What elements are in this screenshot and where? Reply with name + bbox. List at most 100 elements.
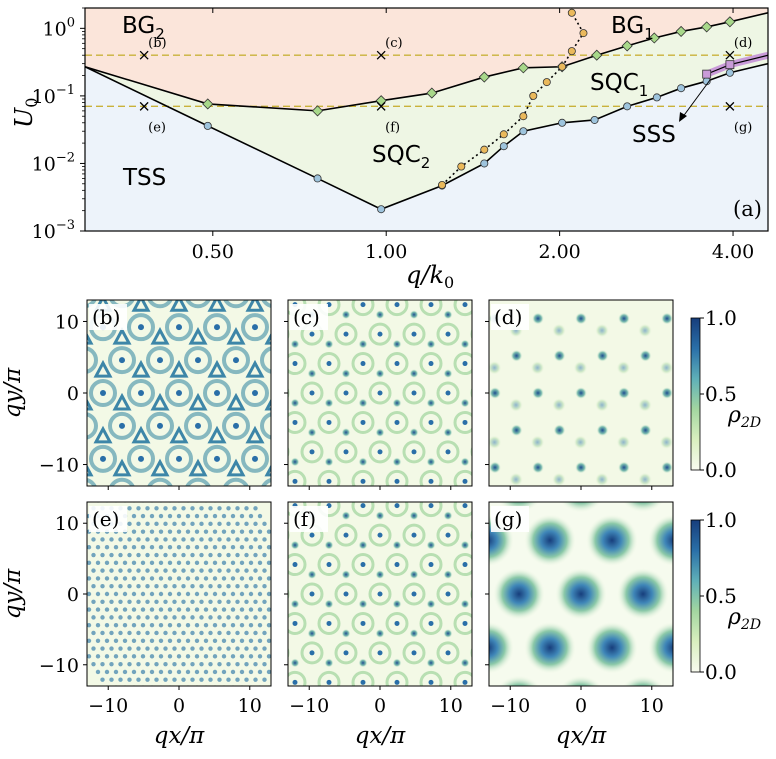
density-dot bbox=[186, 701, 190, 705]
density-dot bbox=[91, 599, 96, 604]
density-dot bbox=[239, 591, 245, 597]
density-dot bbox=[489, 387, 501, 399]
density-dot bbox=[199, 646, 204, 651]
density-peak bbox=[411, 390, 417, 396]
density-dot bbox=[253, 521, 258, 527]
density-ring bbox=[421, 731, 441, 751]
density-dot bbox=[235, 646, 240, 651]
density-dot bbox=[244, 630, 249, 636]
state-marker-cross bbox=[376, 101, 386, 111]
data-point-diamond bbox=[648, 32, 660, 44]
density-dot bbox=[194, 560, 200, 566]
density-dot bbox=[55, 553, 59, 557]
density-dot bbox=[248, 638, 254, 643]
density-dot bbox=[149, 638, 155, 643]
density-dot bbox=[73, 553, 77, 557]
density-dot bbox=[208, 630, 213, 636]
density-dot bbox=[64, 615, 68, 619]
region-label-bg1: BG1 bbox=[611, 13, 654, 43]
density-dot bbox=[95, 545, 101, 550]
density-dot bbox=[339, 701, 343, 705]
density-dot bbox=[131, 513, 137, 519]
density-dot bbox=[409, 310, 419, 320]
density-dot bbox=[276, 592, 280, 596]
density-dot bbox=[167, 638, 173, 643]
density-ring bbox=[261, 478, 271, 486]
density-dot bbox=[176, 560, 182, 566]
density-dot bbox=[145, 693, 149, 697]
density-dot bbox=[478, 747, 487, 756]
density-dot-faint bbox=[573, 435, 588, 450]
density-peak bbox=[271, 357, 277, 363]
data-point-circle bbox=[725, 68, 734, 77]
panel-label: (c) bbox=[293, 305, 320, 329]
density-dot bbox=[195, 701, 199, 705]
density-dot bbox=[248, 591, 254, 597]
density-dot bbox=[91, 630, 96, 636]
density-dot bbox=[172, 646, 177, 651]
density-ring bbox=[419, 469, 443, 486]
density-dot bbox=[226, 552, 231, 558]
density-dot bbox=[140, 591, 146, 597]
density-peak bbox=[176, 324, 182, 331]
density-ring bbox=[368, 440, 392, 464]
density-blob bbox=[617, 568, 669, 620]
density-dot bbox=[217, 537, 222, 542]
density-ring bbox=[402, 523, 426, 547]
density-peak bbox=[252, 324, 258, 331]
density-dot bbox=[244, 490, 248, 494]
density-dot bbox=[235, 661, 240, 667]
density-dot bbox=[69, 623, 73, 627]
density-dot-faint bbox=[746, 361, 760, 375]
density-map-g bbox=[489, 502, 673, 686]
density-dot-faint bbox=[509, 398, 523, 412]
density-peak bbox=[259, 243, 264, 248]
density-dot bbox=[208, 661, 213, 667]
density-dot bbox=[199, 615, 204, 620]
density-dot bbox=[100, 677, 105, 682]
data-point-square bbox=[702, 69, 712, 79]
density-dot bbox=[274, 452, 283, 461]
density-peak bbox=[394, 503, 400, 509]
density-dot bbox=[217, 568, 222, 573]
density-ring bbox=[260, 346, 271, 374]
density-dot bbox=[154, 615, 159, 620]
density-dot bbox=[212, 576, 218, 581]
density-dot bbox=[100, 630, 105, 636]
density-dot bbox=[253, 615, 258, 620]
density-dot bbox=[208, 615, 213, 620]
density-peak bbox=[293, 243, 298, 248]
density-dot bbox=[253, 552, 258, 558]
density-peak bbox=[195, 489, 201, 495]
density-dot bbox=[382, 275, 394, 287]
density-dot bbox=[55, 584, 59, 588]
density-dot bbox=[131, 622, 137, 628]
density-dot-faint bbox=[552, 472, 566, 486]
density-peak bbox=[531, 739, 536, 744]
density-dot bbox=[190, 615, 195, 620]
density-dot bbox=[375, 628, 385, 638]
density-dot bbox=[132, 701, 136, 705]
density-peak bbox=[385, 489, 391, 495]
density-peak bbox=[344, 273, 349, 278]
density-dot bbox=[154, 693, 158, 697]
density-triangle bbox=[150, 327, 170, 345]
density-ring bbox=[334, 381, 358, 405]
density-dot bbox=[324, 339, 334, 349]
density-dot bbox=[181, 615, 186, 620]
density-dot bbox=[172, 599, 177, 604]
density-dot bbox=[149, 545, 155, 550]
density-peak bbox=[292, 419, 298, 425]
density-dot-faint bbox=[638, 398, 652, 412]
density-dot bbox=[274, 369, 283, 378]
density-peak bbox=[292, 562, 298, 568]
density-peak bbox=[276, 273, 281, 278]
density-blob bbox=[622, 675, 664, 686]
density-triangle bbox=[150, 458, 170, 477]
density-ring bbox=[0, 282, 20, 306]
density-dot bbox=[203, 576, 209, 581]
y-tick-label: 100 bbox=[43, 15, 75, 40]
density-peak bbox=[326, 478, 332, 484]
density-dot bbox=[42, 576, 46, 580]
density-triangle bbox=[169, 425, 189, 444]
